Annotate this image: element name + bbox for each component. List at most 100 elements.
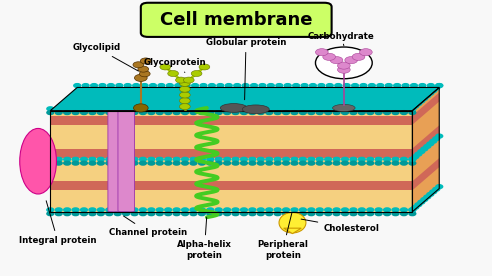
Circle shape — [360, 49, 372, 56]
Circle shape — [106, 111, 113, 115]
Circle shape — [291, 212, 298, 216]
Circle shape — [106, 208, 113, 212]
Circle shape — [350, 157, 357, 161]
Circle shape — [418, 200, 425, 204]
Circle shape — [168, 70, 179, 76]
Circle shape — [55, 111, 62, 115]
Circle shape — [282, 212, 289, 216]
Circle shape — [400, 208, 407, 212]
Circle shape — [139, 71, 150, 77]
Circle shape — [198, 157, 205, 161]
Circle shape — [367, 161, 373, 165]
Circle shape — [140, 208, 146, 212]
Circle shape — [384, 212, 391, 216]
Circle shape — [198, 161, 205, 165]
Circle shape — [148, 111, 155, 115]
Circle shape — [427, 142, 434, 146]
Circle shape — [173, 161, 180, 165]
Circle shape — [421, 147, 428, 151]
Circle shape — [400, 107, 407, 111]
Circle shape — [131, 111, 138, 115]
Circle shape — [232, 111, 239, 115]
Circle shape — [367, 111, 373, 115]
Circle shape — [333, 161, 340, 165]
Circle shape — [308, 208, 315, 212]
Circle shape — [308, 161, 315, 165]
Circle shape — [123, 157, 129, 161]
Circle shape — [114, 111, 121, 115]
Circle shape — [72, 212, 79, 216]
Circle shape — [316, 212, 323, 216]
Circle shape — [224, 111, 231, 115]
Circle shape — [190, 212, 197, 216]
Circle shape — [131, 157, 138, 161]
Circle shape — [215, 157, 222, 161]
Circle shape — [190, 157, 197, 161]
Circle shape — [367, 212, 373, 216]
Circle shape — [175, 84, 182, 87]
Circle shape — [81, 161, 88, 165]
Circle shape — [325, 107, 332, 111]
Circle shape — [89, 208, 96, 212]
Circle shape — [156, 107, 163, 111]
Circle shape — [64, 212, 70, 216]
Circle shape — [282, 208, 289, 212]
Circle shape — [158, 84, 165, 87]
Circle shape — [249, 157, 256, 161]
Polygon shape — [50, 148, 412, 158]
Circle shape — [415, 203, 422, 207]
Circle shape — [257, 111, 264, 115]
Circle shape — [141, 84, 148, 87]
Text: Globular protein: Globular protein — [206, 38, 286, 100]
Circle shape — [424, 145, 430, 148]
Circle shape — [257, 212, 264, 216]
Circle shape — [384, 111, 391, 115]
Circle shape — [89, 161, 96, 165]
Circle shape — [341, 161, 348, 165]
Circle shape — [266, 157, 273, 161]
Circle shape — [392, 111, 399, 115]
Circle shape — [123, 161, 129, 165]
Text: Channel protein: Channel protein — [109, 216, 187, 237]
Circle shape — [242, 84, 249, 87]
Circle shape — [64, 107, 70, 111]
Circle shape — [409, 208, 416, 212]
Circle shape — [259, 84, 266, 87]
Circle shape — [436, 84, 443, 87]
Circle shape — [341, 208, 348, 212]
Circle shape — [350, 161, 357, 165]
Circle shape — [173, 212, 180, 216]
Circle shape — [97, 107, 104, 111]
Circle shape — [150, 84, 156, 87]
Circle shape — [133, 104, 148, 112]
Circle shape — [232, 157, 239, 161]
Circle shape — [325, 208, 332, 212]
Circle shape — [156, 111, 163, 115]
Circle shape — [148, 157, 155, 161]
Ellipse shape — [20, 128, 57, 194]
Circle shape — [409, 212, 416, 216]
Circle shape — [81, 107, 88, 111]
Circle shape — [266, 107, 273, 111]
Circle shape — [209, 84, 215, 87]
Circle shape — [410, 84, 417, 87]
Circle shape — [114, 212, 121, 216]
Circle shape — [291, 208, 298, 212]
Polygon shape — [50, 87, 439, 111]
Circle shape — [207, 208, 214, 212]
Circle shape — [318, 84, 325, 87]
Circle shape — [106, 161, 113, 165]
Circle shape — [385, 84, 392, 87]
Circle shape — [97, 111, 104, 115]
Text: Glycolipid: Glycolipid — [73, 43, 138, 71]
Circle shape — [345, 57, 358, 64]
Circle shape — [81, 212, 88, 216]
Circle shape — [131, 107, 138, 111]
Circle shape — [47, 161, 54, 165]
Circle shape — [184, 77, 194, 83]
Circle shape — [341, 212, 348, 216]
Circle shape — [182, 208, 188, 212]
Circle shape — [217, 84, 224, 87]
Circle shape — [394, 84, 400, 87]
Circle shape — [274, 161, 281, 165]
